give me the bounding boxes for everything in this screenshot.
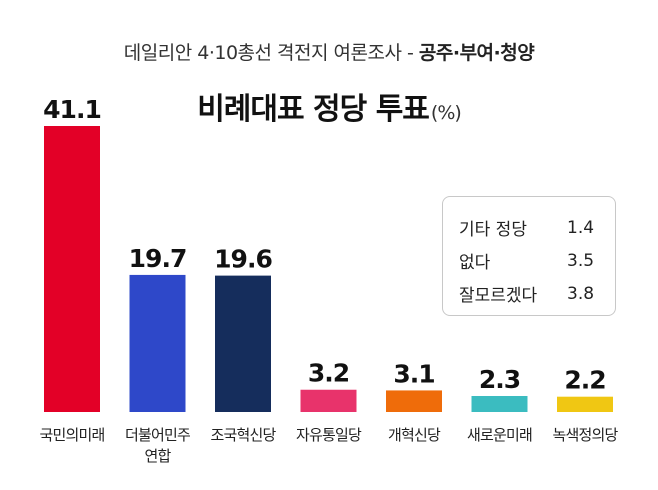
subtitle-prefix: 데일리안 4·10총선 격전지 여론조사 - xyxy=(123,42,419,64)
chart-title: 비례대표 정당 투표 (%) xyxy=(0,84,658,128)
others-label: 잘모르겠다 xyxy=(459,286,538,306)
category-label: 새로운미래 xyxy=(467,426,532,444)
others-value: 3.8 xyxy=(567,283,595,304)
bar-value-label: 2.2 xyxy=(564,366,605,395)
category-label: 녹색정의당 xyxy=(552,426,618,444)
chart-subtitle: 데일리안 4·10총선 격전지 여론조사 - 공주·부여·청양 xyxy=(0,38,658,65)
category-label: 국민의미래 xyxy=(39,426,104,444)
title-unit: (%) xyxy=(430,102,462,124)
category-label: 더불어민주 xyxy=(125,426,190,444)
category-label: 조국혁신당 xyxy=(210,426,276,444)
bar-value-label: 19.6 xyxy=(214,245,272,274)
others-value: 3.5 xyxy=(567,250,595,271)
bar xyxy=(44,126,100,412)
title-main: 비례대표 정당 투표 xyxy=(197,92,430,127)
bar-value-label: 19.7 xyxy=(129,244,187,273)
others-row: 기타 정당 1.4 xyxy=(459,211,615,244)
others-value: 1.4 xyxy=(567,217,595,238)
category-label: 연합 xyxy=(144,447,171,465)
category-label: 자유통일당 xyxy=(296,426,362,444)
bar xyxy=(386,390,442,412)
others-row: 잘모르겠다 3.8 xyxy=(459,277,615,310)
bar xyxy=(471,395,528,412)
bar-value-label: 3.2 xyxy=(308,359,349,388)
others-row: 없다 3.5 xyxy=(459,244,615,277)
category-label: 개혁신당 xyxy=(388,426,441,444)
subtitle-region: 공주·부여·청양 xyxy=(418,42,535,64)
others-label: 기타 정당 xyxy=(459,220,527,240)
bar xyxy=(215,275,271,412)
others-box: 기타 정당 1.4 없다 3.5 잘모르겠다 3.8 xyxy=(442,196,616,316)
bar-value-label: 2.3 xyxy=(479,365,520,394)
bar-value-label: 41.1 xyxy=(43,95,101,124)
bar-value-label: 3.1 xyxy=(393,359,434,388)
bar xyxy=(557,396,613,412)
bar xyxy=(300,389,357,412)
bar xyxy=(129,274,186,412)
others-label: 없다 xyxy=(459,253,491,273)
